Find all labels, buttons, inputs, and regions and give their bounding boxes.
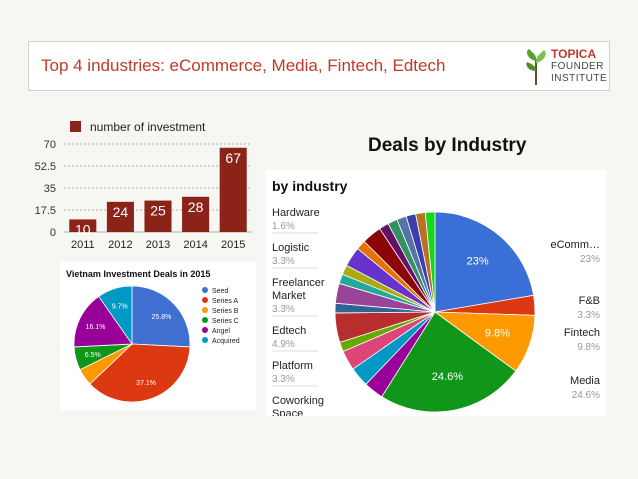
x-tick-label: 2011 (71, 239, 95, 251)
bar (219, 147, 247, 232)
industry-left-pct: 3.3% (272, 256, 295, 267)
pie-slice (89, 343, 191, 403)
legend-dot (202, 297, 208, 303)
industry-right-pct: 3.3% (577, 310, 600, 321)
x-tick-label: 2014 (183, 239, 207, 251)
pie-slice (434, 211, 535, 313)
y-tick-label: 17.5 (35, 205, 56, 217)
pie-slice-label: 37.1% (136, 380, 156, 387)
logo-line-1: TOPICA (551, 47, 597, 61)
legend-label: Seed (212, 288, 228, 295)
pie-slice (131, 285, 191, 348)
pie-slice-label: 24.6% (432, 371, 463, 383)
bar-value-label: 24 (113, 204, 129, 220)
leaf-icon (526, 49, 546, 86)
x-tick-label: 2012 (108, 239, 132, 251)
pie-2015-panel: Vietnam Investment Deals in 2015 25.8% 37.… (60, 262, 256, 410)
industry-right-pct: 9.8% (577, 342, 600, 353)
legend-dot (202, 327, 208, 333)
industry-left-pct: 3.3% (272, 374, 295, 385)
bar (106, 201, 134, 232)
legend-label: Acquired (212, 338, 240, 345)
pie-slice (98, 285, 133, 346)
industry-left-pct: 4.9% (272, 339, 295, 350)
legend-label: number of investment (90, 120, 206, 134)
industry-right-label: eComm… (550, 239, 600, 251)
pie-slice-label: 16.1% (86, 324, 106, 331)
title-bar: Top 4 industries: eCommerce, Media, Fint… (28, 41, 610, 91)
industry-pie-panel: by industry 23% 9.8% 24.6% Hardware 1.6% Logis… (266, 170, 606, 435)
page-title: Top 4 industries: eCommerce, Media, Fint… (41, 56, 446, 75)
industry-left-label: Space (272, 408, 303, 416)
x-tick-label: 2015 (221, 239, 245, 251)
pie-2015-title: Vietnam Investment Deals in 2015 (66, 269, 210, 279)
pie-slice-label: 25.8% (151, 314, 171, 321)
deals-title: Deals by Industry (368, 135, 527, 156)
legend-label: Angel (212, 328, 230, 335)
logo-line-2: FOUNDER (551, 61, 604, 72)
legend-label: Series B (212, 308, 239, 315)
pie-slice (381, 311, 517, 413)
industry-left-label: Edtech (272, 325, 306, 337)
industry-right-label: Media (570, 375, 601, 387)
bar (144, 200, 172, 232)
pie-slice-label: 23% (467, 256, 489, 268)
pie-2015-chart: Vietnam Investment Deals in 2015 25.8% 37.… (66, 269, 240, 403)
industry-left-label: Hardware (272, 207, 320, 219)
industry-pie-chart: by industry 23% 9.8% 24.6% Hardware 1.6% Logis… (272, 178, 601, 435)
industry-right-pct: 23% (580, 254, 600, 265)
industry-left-label: Logistic (272, 242, 310, 254)
bar-value-label: 28 (188, 199, 204, 215)
industry-right-label: Fintech (564, 327, 600, 339)
industry-left-label: Platform (272, 360, 313, 372)
bar-value-label: 67 (225, 150, 241, 166)
pie-slice-label: 9.7% (112, 303, 128, 310)
bar (69, 219, 97, 232)
pie-slice (424, 211, 436, 313)
legend-swatch (70, 121, 81, 132)
bar-chart: 0 17.5 35 52.5 70 10 2011 24 2012 25 2013 28 2014 67 2… (35, 120, 252, 251)
industry-left-label: Market (272, 290, 306, 302)
logo-line-3: INSTITUTE (551, 73, 608, 84)
industry-left-label: Freelancer (272, 277, 325, 289)
legend-label: Series A (212, 298, 238, 305)
industry-left-label: Coworking (272, 395, 324, 407)
x-tick-label: 2013 (146, 239, 170, 251)
topica-logo: TOPICA FOUNDER INSTITUTE (523, 45, 607, 89)
pie-slice (73, 295, 133, 348)
legend-dot (202, 307, 208, 313)
legend-label: Series C (212, 318, 239, 325)
bar-value-label: 10 (75, 221, 91, 237)
industry-left-pct: 3.3% (272, 304, 295, 315)
industry-pie-title: by industry (272, 178, 348, 194)
bar (182, 196, 210, 232)
industry-left-pct: 1.6% (272, 221, 295, 232)
legend-dot (202, 317, 208, 323)
y-tick-label: 35 (44, 183, 56, 195)
y-tick-label: 70 (44, 139, 56, 151)
industry-right-pct: 24.6% (572, 390, 600, 401)
pie-slice-label: 9.8% (485, 328, 510, 340)
industry-right-label: F&B (579, 295, 600, 307)
y-tick-label: 0 (50, 227, 56, 239)
y-tick-label: 52.5 (35, 161, 56, 173)
pie-slice-label: 6.5% (85, 352, 101, 359)
legend-dot (202, 287, 208, 293)
legend-dot (202, 337, 208, 343)
bar-value-label: 25 (150, 203, 166, 219)
